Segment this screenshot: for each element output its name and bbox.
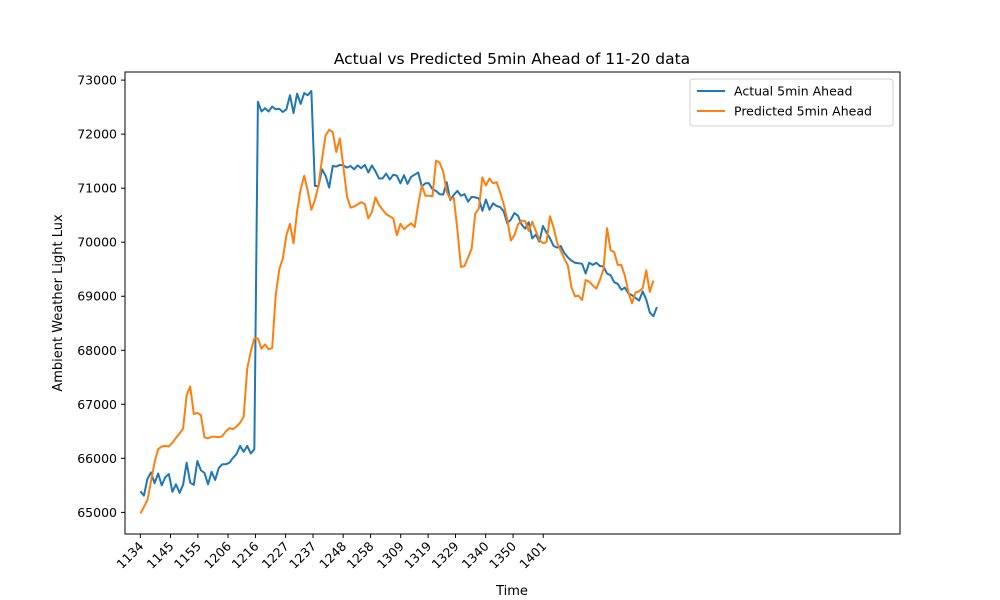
legend-label-actual: Actual 5min Ahead — [734, 84, 852, 99]
series-line-actual — [139, 89, 658, 497]
x-axis-label: Time — [495, 584, 528, 599]
chart-title: Actual vs Predicted 5min Ahead of 11-20 … — [334, 50, 690, 68]
y-tick-label: 73000 — [77, 73, 117, 88]
y-tick-label: 67000 — [77, 397, 117, 412]
y-tick-label: 71000 — [77, 181, 117, 196]
plot-frame — [124, 71, 901, 535]
y-axis-ticks: 65000 66000 67000 68000 69000 70000 71000 72000… — [77, 73, 125, 520]
y-tick-label: 70000 — [77, 235, 117, 250]
axes-layer — [124, 71, 901, 535]
y-tick-label: 72000 — [77, 127, 117, 142]
legend-box — [689, 78, 894, 127]
legend-label-predicted: Predicted 5min Ahead — [734, 104, 872, 119]
y-tick-label: 66000 — [77, 451, 117, 466]
y-axis-label: Ambient Weather Light Lux — [51, 214, 66, 392]
plot-area — [125, 72, 900, 534]
legend: Actual 5min Ahead Predicted 5min Ahead — [689, 78, 894, 127]
lines-layer — [139, 89, 658, 514]
series-line-predicted — [139, 128, 655, 514]
y-tick-label: 65000 — [77, 505, 117, 520]
y-tick-label: 68000 — [77, 343, 117, 358]
y-tick-label: 69000 — [77, 289, 117, 304]
